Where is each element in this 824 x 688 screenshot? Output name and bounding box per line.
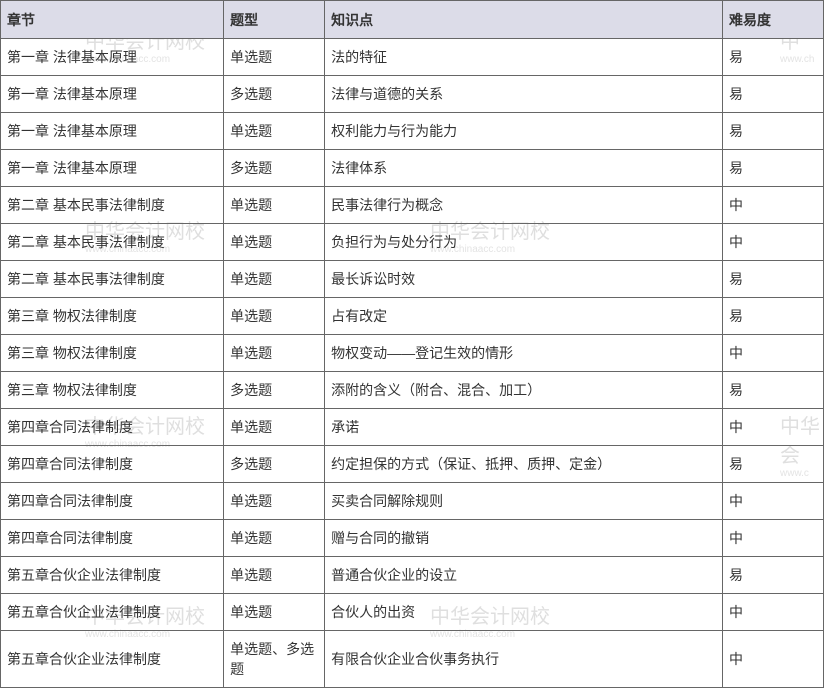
cell-difficulty: 中 (722, 335, 823, 372)
cell-chapter: 第五章合伙企业法律制度 (1, 594, 224, 631)
cell-knowledge: 物权变动——登记生效的情形 (325, 335, 723, 372)
cell-chapter: 第二章 基本民事法律制度 (1, 224, 224, 261)
cell-knowledge: 普通合伙企业的设立 (325, 557, 723, 594)
cell-knowledge: 法的特征 (325, 39, 723, 76)
table-row: 第四章合同法律制度 单选题 买卖合同解除规则 中 (1, 483, 824, 520)
cell-knowledge: 合伙人的出资 (325, 594, 723, 631)
header-difficulty: 难易度 (722, 1, 823, 39)
cell-difficulty: 易 (722, 298, 823, 335)
cell-difficulty: 易 (722, 557, 823, 594)
cell-knowledge: 权利能力与行为能力 (325, 113, 723, 150)
cell-difficulty: 中 (722, 187, 823, 224)
table-row: 第五章合伙企业法律制度 单选题 普通合伙企业的设立 易 (1, 557, 824, 594)
table-row: 第四章合同法律制度 单选题 赠与合同的撤销 中 (1, 520, 824, 557)
table-row: 第二章 基本民事法律制度 单选题 最长诉讼时效 易 (1, 261, 824, 298)
cell-type: 多选题 (224, 446, 325, 483)
cell-chapter: 第二章 基本民事法律制度 (1, 187, 224, 224)
cell-type: 多选题 (224, 372, 325, 409)
table-row: 第四章合同法律制度 多选题 约定担保的方式（保证、抵押、质押、定金） 易 (1, 446, 824, 483)
cell-difficulty: 中 (722, 483, 823, 520)
table-row: 第三章 物权法律制度 多选题 添附的含义（附合、混合、加工） 易 (1, 372, 824, 409)
cell-difficulty: 中 (722, 631, 823, 688)
cell-knowledge: 民事法律行为概念 (325, 187, 723, 224)
table-row: 第一章 法律基本原理 多选题 法律与道德的关系 易 (1, 76, 824, 113)
cell-difficulty: 易 (722, 372, 823, 409)
header-knowledge: 知识点 (325, 1, 723, 39)
cell-difficulty: 易 (722, 113, 823, 150)
cell-difficulty: 易 (722, 39, 823, 76)
cell-type: 单选题 (224, 335, 325, 372)
cell-chapter: 第一章 法律基本原理 (1, 113, 224, 150)
table-row: 第五章合伙企业法律制度 单选题、多选题 有限合伙企业合伙事务执行 中 (1, 631, 824, 688)
cell-type: 多选题 (224, 150, 325, 187)
cell-knowledge: 添附的含义（附合、混合、加工） (325, 372, 723, 409)
cell-chapter: 第四章合同法律制度 (1, 409, 224, 446)
cell-chapter: 第三章 物权法律制度 (1, 298, 224, 335)
cell-chapter: 第一章 法律基本原理 (1, 39, 224, 76)
cell-type: 单选题 (224, 187, 325, 224)
table-header-row: 章节 题型 知识点 难易度 (1, 1, 824, 39)
cell-type: 单选题 (224, 224, 325, 261)
cell-difficulty: 易 (722, 76, 823, 113)
cell-type: 单选题 (224, 409, 325, 446)
cell-knowledge: 占有改定 (325, 298, 723, 335)
cell-knowledge: 法律与道德的关系 (325, 76, 723, 113)
cell-type: 单选题 (224, 113, 325, 150)
cell-type: 单选题 (224, 520, 325, 557)
cell-difficulty: 中 (722, 594, 823, 631)
table-row: 第五章合伙企业法律制度 单选题 合伙人的出资 中 (1, 594, 824, 631)
cell-chapter: 第五章合伙企业法律制度 (1, 557, 224, 594)
cell-chapter: 第三章 物权法律制度 (1, 335, 224, 372)
table-row: 第二章 基本民事法律制度 单选题 负担行为与处分行为 中 (1, 224, 824, 261)
table-row: 第一章 法律基本原理 单选题 法的特征 易 (1, 39, 824, 76)
cell-type: 单选题 (224, 39, 325, 76)
table-row: 第二章 基本民事法律制度 单选题 民事法律行为概念 中 (1, 187, 824, 224)
cell-chapter: 第五章合伙企业法律制度 (1, 631, 224, 688)
cell-chapter: 第四章合同法律制度 (1, 446, 224, 483)
cell-difficulty: 易 (722, 446, 823, 483)
cell-knowledge: 买卖合同解除规则 (325, 483, 723, 520)
header-type: 题型 (224, 1, 325, 39)
cell-difficulty: 中 (722, 224, 823, 261)
table-row: 第三章 物权法律制度 单选题 占有改定 易 (1, 298, 824, 335)
table-body: 第一章 法律基本原理 单选题 法的特征 易 第一章 法律基本原理 多选题 法律与… (1, 39, 824, 688)
cell-chapter: 第二章 基本民事法律制度 (1, 261, 224, 298)
cell-knowledge: 有限合伙企业合伙事务执行 (325, 631, 723, 688)
cell-type: 单选题、多选题 (224, 631, 325, 688)
cell-type: 单选题 (224, 298, 325, 335)
cell-knowledge: 约定担保的方式（保证、抵押、质押、定金） (325, 446, 723, 483)
header-chapter: 章节 (1, 1, 224, 39)
cell-knowledge: 法律体系 (325, 150, 723, 187)
cell-type: 单选题 (224, 594, 325, 631)
cell-type: 单选题 (224, 557, 325, 594)
cell-difficulty: 易 (722, 261, 823, 298)
cell-type: 单选题 (224, 261, 325, 298)
table-row: 第四章合同法律制度 单选题 承诺 中 (1, 409, 824, 446)
table-row: 第一章 法律基本原理 单选题 权利能力与行为能力 易 (1, 113, 824, 150)
exam-table: 章节 题型 知识点 难易度 第一章 法律基本原理 单选题 法的特征 易 第一章 … (0, 0, 824, 688)
cell-difficulty: 中 (722, 520, 823, 557)
cell-knowledge: 承诺 (325, 409, 723, 446)
table-row: 第三章 物权法律制度 单选题 物权变动——登记生效的情形 中 (1, 335, 824, 372)
table-row: 第一章 法律基本原理 多选题 法律体系 易 (1, 150, 824, 187)
cell-chapter: 第四章合同法律制度 (1, 520, 224, 557)
cell-chapter: 第四章合同法律制度 (1, 483, 224, 520)
cell-difficulty: 中 (722, 409, 823, 446)
cell-chapter: 第一章 法律基本原理 (1, 150, 224, 187)
cell-knowledge: 赠与合同的撤销 (325, 520, 723, 557)
cell-chapter: 第三章 物权法律制度 (1, 372, 224, 409)
cell-type: 多选题 (224, 76, 325, 113)
cell-chapter: 第一章 法律基本原理 (1, 76, 224, 113)
cell-knowledge: 最长诉讼时效 (325, 261, 723, 298)
cell-knowledge: 负担行为与处分行为 (325, 224, 723, 261)
cell-type: 单选题 (224, 483, 325, 520)
cell-difficulty: 易 (722, 150, 823, 187)
